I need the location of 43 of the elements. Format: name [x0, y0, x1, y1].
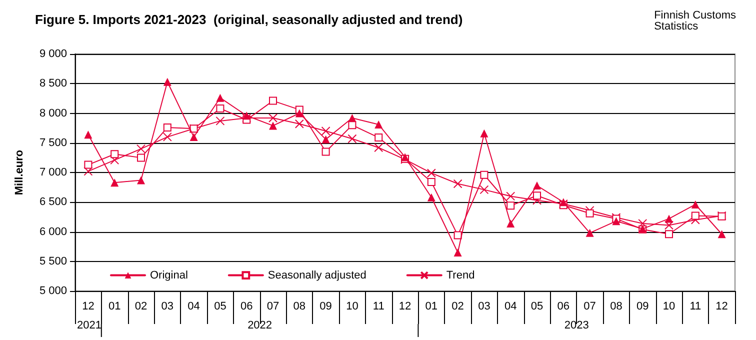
x-tick-label: 07 [266, 300, 280, 312]
x-tick-label: 04 [504, 300, 517, 312]
x-tick-label: 07 [584, 300, 596, 312]
x-tick-label: 03 [478, 300, 490, 312]
x-tick-label: 09 [320, 300, 332, 312]
x-tick-label: 09 [636, 300, 649, 312]
x-tick-label: 11 [372, 300, 384, 312]
legend-label: Seasonally adjusted [268, 269, 366, 282]
legend-label: Original [150, 269, 188, 282]
y-tick-label: 6 000 [39, 226, 67, 238]
x-tick-label: 05 [530, 300, 544, 312]
x-tick-label: 05 [214, 300, 226, 312]
chart-title: Figure 5. Imports 2021-2023 (original, seasonally adjusted and trend) [35, 12, 463, 27]
y-tick-label: 6 500 [39, 196, 67, 208]
x-tick-label: 12 [398, 300, 412, 312]
x-tick-label: 04 [188, 300, 200, 312]
x-tick-label: 10 [346, 300, 358, 312]
x-tick-label: 06 [240, 300, 253, 312]
x-tick-label: 01 [425, 300, 438, 312]
text: 2021 [77, 320, 102, 332]
y-axis-title: Mill.euro [14, 150, 26, 196]
text: 2023 [564, 320, 589, 332]
x-tick-label: 12 [82, 300, 94, 312]
y-tick-label: 5 000 [39, 285, 67, 297]
x-tick-label: 02 [452, 300, 464, 312]
x-tick-label: 03 [161, 300, 174, 312]
text: Finnish Customs Statistics [654, 10, 736, 32]
text: 2022 [248, 320, 272, 332]
x-tick-label: 02 [134, 300, 148, 312]
x-tick-label: 12 [716, 300, 728, 312]
y-tick-label: 8 000 [39, 107, 67, 120]
y-tick-label: 9 000 [39, 48, 67, 60]
legend-label: Trend [446, 269, 475, 282]
x-tick-label: 06 [557, 300, 570, 312]
y-tick-label: 7 000 [39, 166, 67, 178]
x-tick-label: 08 [293, 300, 306, 312]
y-tick-label: 5 500 [39, 255, 67, 268]
x-tick-label: 08 [610, 300, 622, 312]
y-tick-label: 7 500 [39, 136, 67, 149]
x-tick-label: 11 [690, 300, 702, 312]
x-tick-label: 10 [662, 300, 676, 312]
x-tick-label: 01 [108, 300, 121, 312]
y-tick-label: 8 500 [39, 78, 67, 90]
